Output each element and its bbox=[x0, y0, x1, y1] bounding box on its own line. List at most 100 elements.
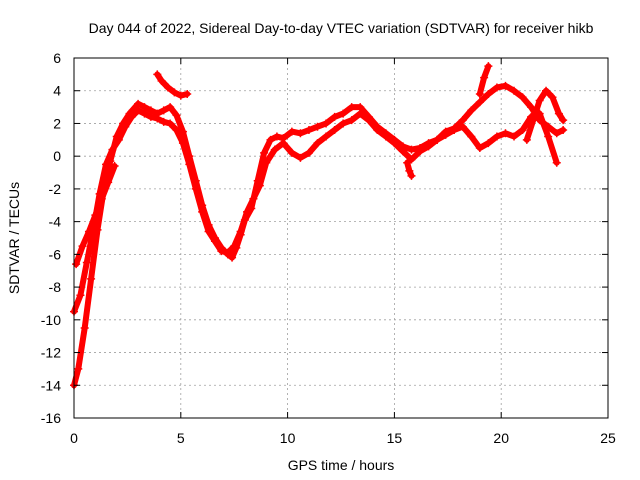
y-tick-label: -4 bbox=[49, 214, 62, 230]
data-point bbox=[381, 132, 390, 141]
data-point bbox=[403, 158, 412, 167]
data-point bbox=[467, 106, 476, 115]
data-point bbox=[548, 93, 557, 102]
data-point bbox=[484, 90, 493, 98]
data-point bbox=[172, 126, 181, 134]
chart-title: Day 044 of 2022, Sidereal Day-to-day VTE… bbox=[89, 20, 594, 36]
data-point bbox=[492, 83, 501, 92]
data-point bbox=[407, 171, 416, 180]
data-point bbox=[104, 178, 113, 187]
data-point bbox=[544, 132, 553, 141]
data-point bbox=[146, 112, 155, 121]
data-point bbox=[157, 76, 166, 85]
data-point bbox=[398, 147, 407, 156]
data-point bbox=[467, 132, 476, 141]
data-point bbox=[287, 148, 296, 157]
data-point bbox=[510, 132, 519, 141]
data-point bbox=[330, 126, 339, 134]
y-tick-label: 4 bbox=[53, 83, 61, 99]
data-point bbox=[484, 62, 493, 71]
data-point bbox=[87, 274, 96, 283]
data-point bbox=[458, 122, 467, 131]
data-point bbox=[191, 184, 200, 193]
data-point bbox=[407, 145, 416, 154]
data-point bbox=[255, 181, 264, 190]
data-point bbox=[97, 194, 106, 203]
data-point bbox=[159, 117, 168, 126]
data-point bbox=[76, 291, 85, 300]
y-tick-label: -10 bbox=[41, 312, 61, 328]
data-point bbox=[176, 91, 185, 100]
data-point bbox=[279, 139, 288, 148]
y-tick-label: 0 bbox=[53, 148, 61, 164]
data-point bbox=[552, 158, 561, 167]
y-tick-label: 6 bbox=[53, 50, 61, 66]
data-point bbox=[416, 147, 425, 156]
data-series bbox=[70, 62, 568, 390]
series-track-b bbox=[71, 107, 560, 315]
data-point bbox=[296, 129, 305, 138]
data-point bbox=[501, 129, 510, 138]
data-point bbox=[178, 139, 187, 148]
grid bbox=[74, 58, 608, 418]
data-point bbox=[166, 103, 175, 112]
data-point bbox=[110, 162, 119, 170]
data-point bbox=[166, 119, 175, 128]
data-point bbox=[322, 132, 331, 141]
data-point bbox=[183, 90, 192, 98]
data-point bbox=[287, 127, 296, 136]
data-point bbox=[407, 155, 416, 164]
y-tick-label: -12 bbox=[41, 345, 61, 361]
data-point bbox=[84, 227, 93, 236]
series-track-a bbox=[71, 82, 567, 389]
data-point bbox=[313, 122, 322, 131]
y-axis-label: SDTVAR / TECUs bbox=[6, 182, 22, 294]
data-point bbox=[249, 194, 258, 203]
data-point bbox=[262, 158, 271, 167]
data-point bbox=[121, 122, 130, 131]
data-point bbox=[210, 237, 219, 246]
data-point bbox=[492, 132, 501, 141]
plot-frame bbox=[73, 57, 609, 419]
data-point bbox=[322, 119, 331, 128]
x-tick-label: 25 bbox=[600, 430, 616, 446]
y-tick-label: -8 bbox=[49, 279, 62, 295]
data-point bbox=[185, 160, 194, 169]
data-point bbox=[72, 260, 81, 269]
data-point bbox=[272, 132, 281, 141]
data-point bbox=[475, 144, 484, 152]
data-point bbox=[559, 126, 568, 134]
data-point bbox=[74, 364, 83, 373]
data-point bbox=[518, 93, 527, 102]
data-point bbox=[347, 116, 356, 125]
data-point bbox=[522, 135, 531, 144]
data-point bbox=[266, 135, 275, 144]
y-tick-label: -2 bbox=[49, 181, 62, 197]
data-point bbox=[163, 83, 172, 92]
data-point bbox=[405, 166, 414, 175]
x-tick-label: 20 bbox=[493, 430, 509, 446]
data-point bbox=[518, 126, 527, 134]
data-point bbox=[102, 160, 111, 169]
data-point bbox=[296, 153, 305, 162]
data-point bbox=[80, 324, 89, 332]
data-point bbox=[304, 148, 313, 157]
x-tick-label: 5 bbox=[177, 430, 185, 446]
data-point bbox=[339, 109, 348, 118]
data-point bbox=[559, 116, 568, 125]
data-point bbox=[554, 109, 563, 118]
data-point bbox=[228, 253, 237, 262]
data-point bbox=[114, 135, 123, 144]
data-point bbox=[433, 135, 442, 144]
data-point bbox=[450, 126, 459, 134]
data-point bbox=[108, 145, 117, 154]
data-point bbox=[140, 109, 149, 118]
data-point bbox=[364, 116, 373, 125]
data-point bbox=[91, 211, 100, 220]
data-point bbox=[552, 129, 561, 138]
data-point bbox=[441, 130, 450, 139]
y-tick-label: -6 bbox=[49, 246, 62, 262]
data-point bbox=[527, 103, 536, 112]
data-point bbox=[480, 73, 489, 82]
